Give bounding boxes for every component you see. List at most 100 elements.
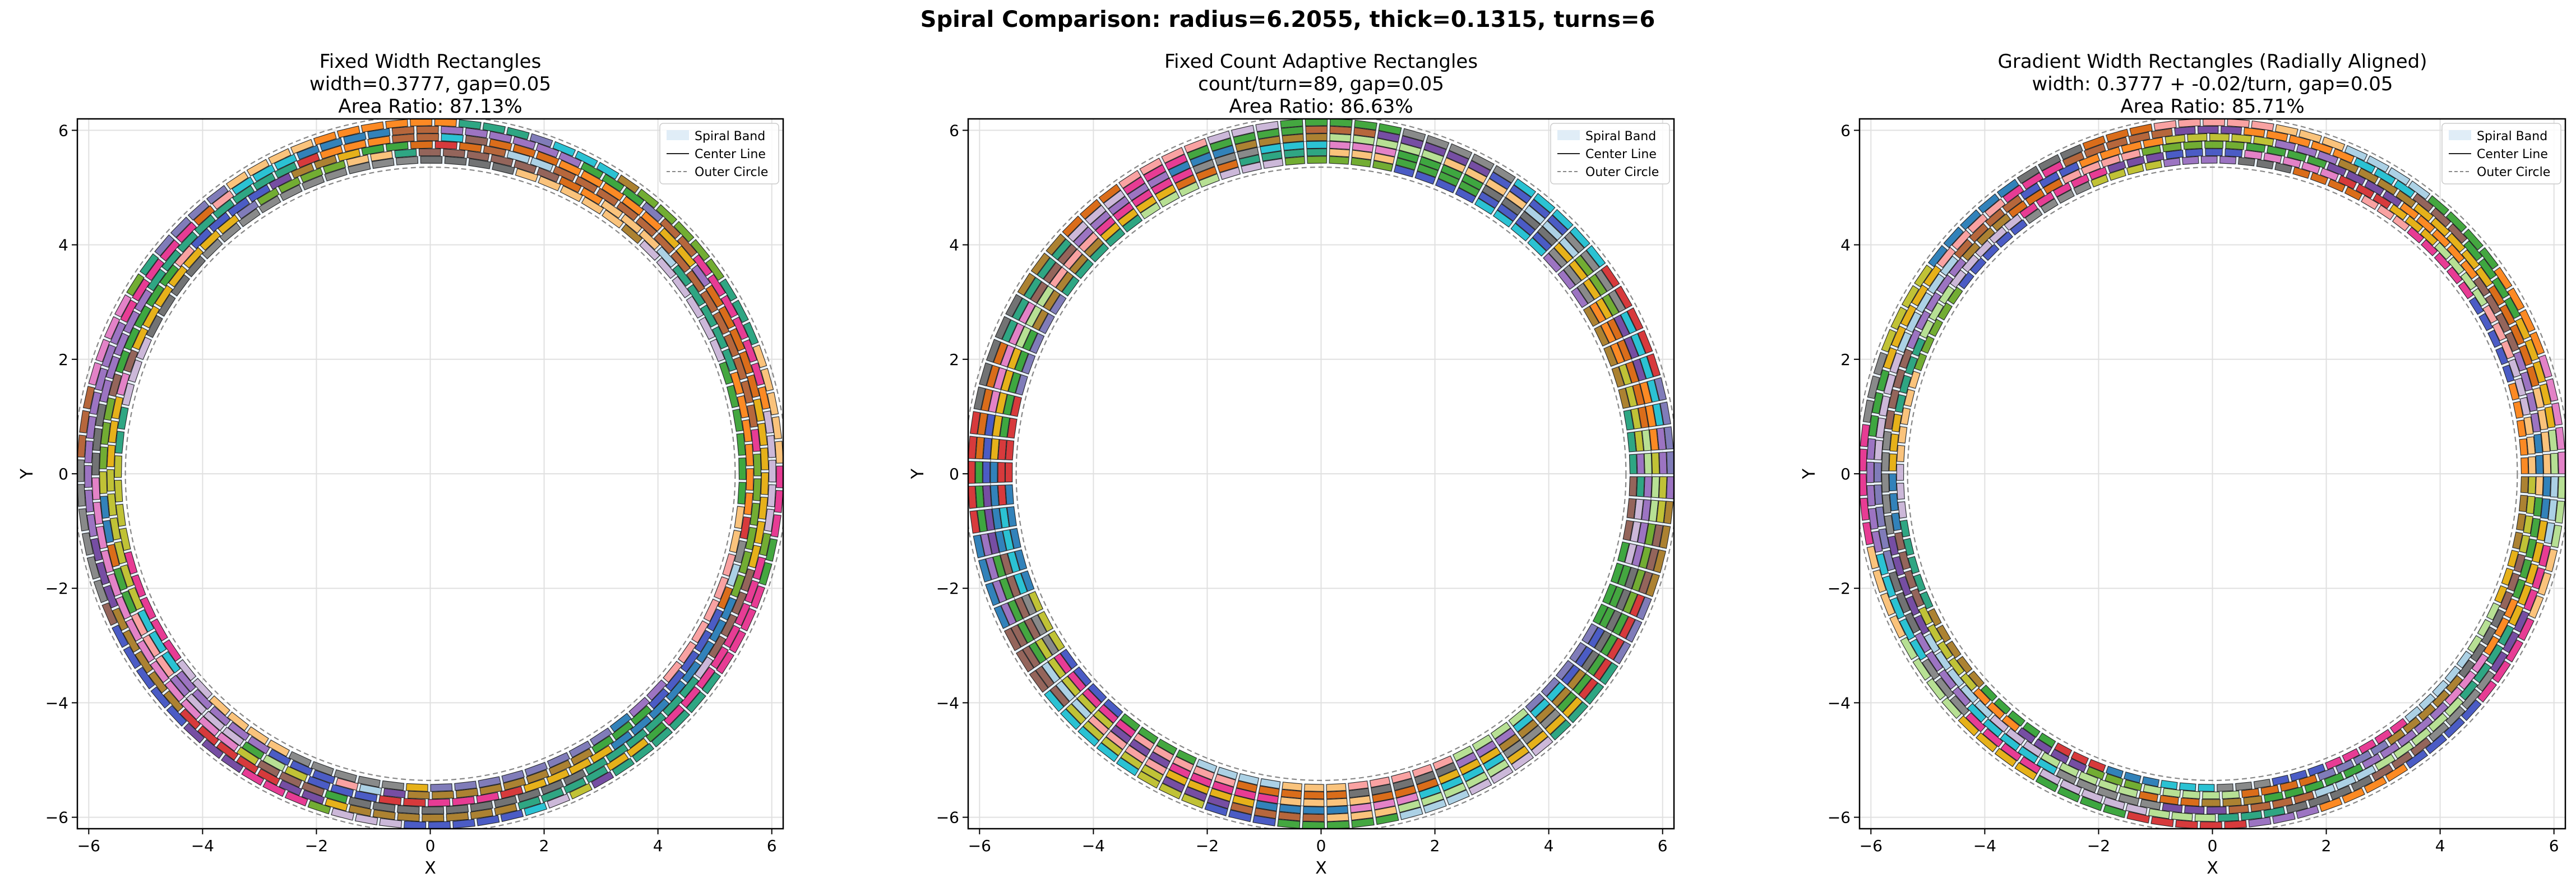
spiral-rectangle — [2317, 150, 2339, 165]
spiral-rectangle — [1557, 691, 1578, 713]
spiral-rectangle — [1610, 342, 1625, 364]
spiral-rectangle — [1137, 726, 1159, 744]
spiral-rectangle — [669, 709, 691, 731]
spiral-rectangle — [558, 176, 582, 193]
spiral-rectangle — [1021, 594, 1037, 616]
spiral-rectangle — [2555, 427, 2565, 450]
spiral-rectangle — [1894, 394, 1906, 413]
spiral-rectangle — [2470, 643, 2486, 662]
spiral-rectangle — [93, 501, 103, 525]
spiral-rectangle — [1969, 223, 1988, 243]
spiral-rectangle — [596, 161, 619, 180]
spiral-rectangle — [687, 284, 706, 307]
spiral-rectangle — [96, 525, 108, 549]
spiral-rectangle — [1927, 273, 1945, 294]
spiral-rectangle — [1916, 292, 1933, 313]
y-tick-label: −6 — [45, 809, 68, 827]
spiral-rectangle — [383, 788, 406, 798]
spiral-rectangle — [1926, 678, 1946, 701]
legend: Spiral Band Center Line Outer Circle — [1550, 123, 1670, 184]
spiral-rectangle — [590, 727, 613, 746]
spiral-rectangle — [279, 184, 303, 201]
spiral-rectangle — [1396, 792, 1419, 806]
spiral-rectangle — [391, 126, 415, 136]
spiral-rectangle — [494, 795, 517, 808]
spiral-rectangle — [1939, 285, 1955, 304]
spiral-rectangle — [105, 355, 120, 380]
spiral-rectangle — [2140, 799, 2161, 810]
spiral-rectangle — [741, 568, 755, 592]
spiral-rectangle — [1623, 409, 1634, 431]
spiral-rectangle — [2199, 821, 2222, 829]
y-tick-label: 6 — [1840, 121, 1851, 140]
spiral-rectangle — [1231, 124, 1255, 137]
spiral-rectangle — [1527, 237, 1547, 257]
spiral-rectangle — [1872, 569, 1886, 593]
spiral-rectangle — [2320, 168, 2339, 182]
spiral-rectangle — [1030, 281, 1048, 304]
spiral-rectangle — [324, 167, 348, 182]
spiral-rectangle — [2444, 666, 2461, 683]
spiral-rectangle — [1000, 344, 1015, 368]
spiral-rectangle — [2244, 150, 2263, 160]
spiral-rectangle — [79, 410, 90, 433]
spiral-rectangle — [1625, 619, 1643, 643]
spiral-rectangle — [1600, 321, 1616, 344]
spiral-rectangle — [760, 368, 774, 392]
spiral-rectangle — [428, 821, 451, 829]
spiral-rectangle — [1024, 277, 1042, 300]
spiral-rectangle — [2338, 175, 2357, 190]
spiral-rectangle — [1580, 250, 1600, 273]
spiral-rectangle — [1446, 150, 1469, 167]
spiral-rectangle — [2353, 750, 2372, 765]
spiral-rectangle — [2342, 748, 2360, 763]
spiral-rectangle — [1587, 654, 1606, 676]
spiral-rectangle — [434, 141, 457, 150]
spiral-rectangle — [2427, 195, 2449, 216]
spiral-rectangle — [2206, 806, 2227, 815]
spiral-rectangle — [1980, 685, 1997, 702]
spiral-rectangle — [2344, 145, 2368, 161]
y-tick-label: 0 — [1840, 465, 1851, 483]
spiral-rectangle — [168, 265, 188, 288]
spiral-rectangle — [2538, 354, 2552, 378]
spiral-rectangle — [410, 141, 433, 149]
spiral-rectangle — [1904, 612, 1921, 634]
spiral-rectangle — [591, 771, 614, 789]
spiral-rectangle — [2298, 129, 2322, 143]
spiral-rectangle — [1280, 126, 1304, 136]
spiral-rectangle — [465, 127, 488, 138]
spiral-rectangle — [524, 761, 548, 777]
spiral-rectangle — [1302, 821, 1325, 829]
spiral-rectangle — [1453, 745, 1474, 761]
spiral-rectangle — [1193, 765, 1215, 780]
spiral-rectangle — [107, 493, 117, 516]
y-tick-label: −6 — [936, 809, 959, 827]
spiral-rectangle — [1375, 813, 1399, 825]
spiral-rectangle — [354, 814, 378, 825]
spiral-rectangle — [729, 529, 742, 553]
spiral-rectangle — [503, 777, 526, 791]
spiral-rectangle — [737, 482, 747, 505]
spiral-rectangle — [986, 339, 1001, 363]
spiral-rectangle — [122, 382, 135, 407]
spiral-rectangle — [1020, 570, 1035, 592]
spiral-rectangle — [470, 809, 493, 820]
spiral-rectangle — [136, 336, 152, 361]
spiral-rectangle — [1515, 216, 1536, 236]
spiral-rectangle — [2487, 329, 2501, 348]
spiral-rectangle — [311, 761, 334, 776]
spiral-rectangle — [609, 713, 632, 733]
spiral-rectangle — [2129, 123, 2153, 136]
spiral-rectangle — [1638, 330, 1653, 354]
spiral-rectangle — [2477, 618, 2492, 638]
spiral-rectangle — [1908, 371, 1921, 389]
spiral-rectangle — [397, 805, 420, 814]
spiral-rectangle — [2395, 190, 2416, 208]
spiral-rectangle — [1948, 657, 1965, 676]
spiral-rectangle — [1010, 395, 1022, 417]
spiral-rectangle — [2507, 287, 2525, 311]
spiral-rectangle — [501, 770, 525, 783]
spiral-rectangle — [1903, 538, 1914, 556]
